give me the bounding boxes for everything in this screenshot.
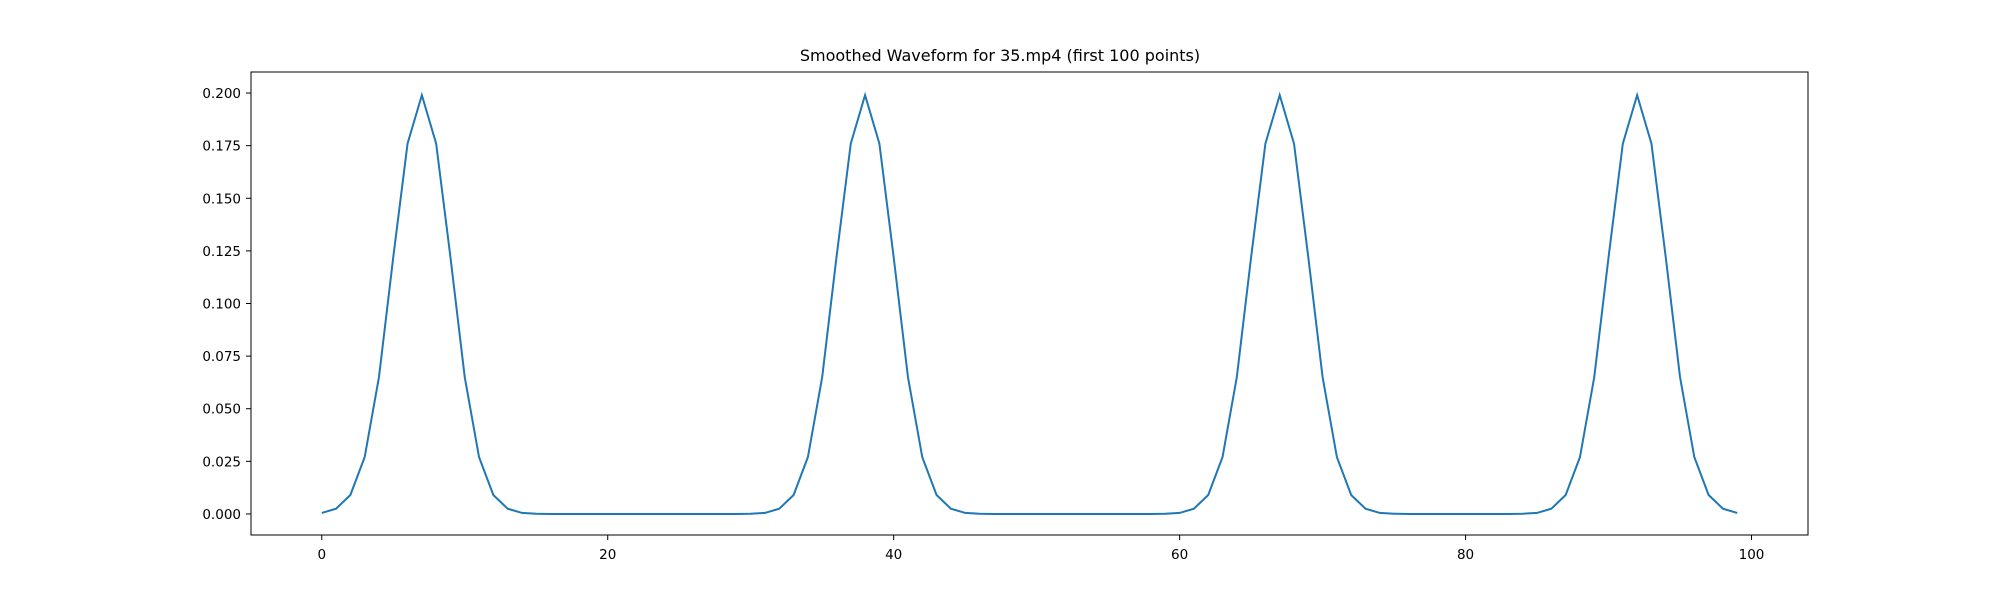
y-tick-label: 0.200 bbox=[202, 86, 241, 102]
x-tick-label: 0 bbox=[317, 547, 326, 563]
x-axis: 0 20 40 60 80 100 bbox=[317, 535, 1764, 563]
chart-title: Smoothed Waveform for 35.mp4 (first 100 … bbox=[799, 46, 1201, 65]
x-tick-label: 100 bbox=[1739, 547, 1765, 563]
y-tick-label: 0.075 bbox=[202, 349, 241, 365]
y-tick-label: 0.025 bbox=[202, 454, 241, 470]
plot-frame bbox=[250, 71, 1809, 536]
x-tick-label: 40 bbox=[885, 547, 902, 563]
x-tick-label: 80 bbox=[1457, 547, 1474, 563]
y-tick-label: 0.125 bbox=[202, 244, 241, 260]
y-tick-label: 0.100 bbox=[202, 297, 241, 313]
y-tick-label: 0.175 bbox=[202, 139, 241, 155]
x-tick-label: 20 bbox=[599, 547, 616, 563]
x-tick-label: 60 bbox=[1171, 547, 1188, 563]
y-axis: 0.000 0.025 0.050 0.075 0.100 0.125 0.150 0.175… bbox=[202, 86, 251, 523]
y-tick-label: 0.000 bbox=[202, 507, 241, 523]
y-tick-label: 0.150 bbox=[202, 191, 241, 207]
y-tick-label: 0.050 bbox=[202, 402, 241, 418]
waveform-line bbox=[321, 91, 1738, 515]
